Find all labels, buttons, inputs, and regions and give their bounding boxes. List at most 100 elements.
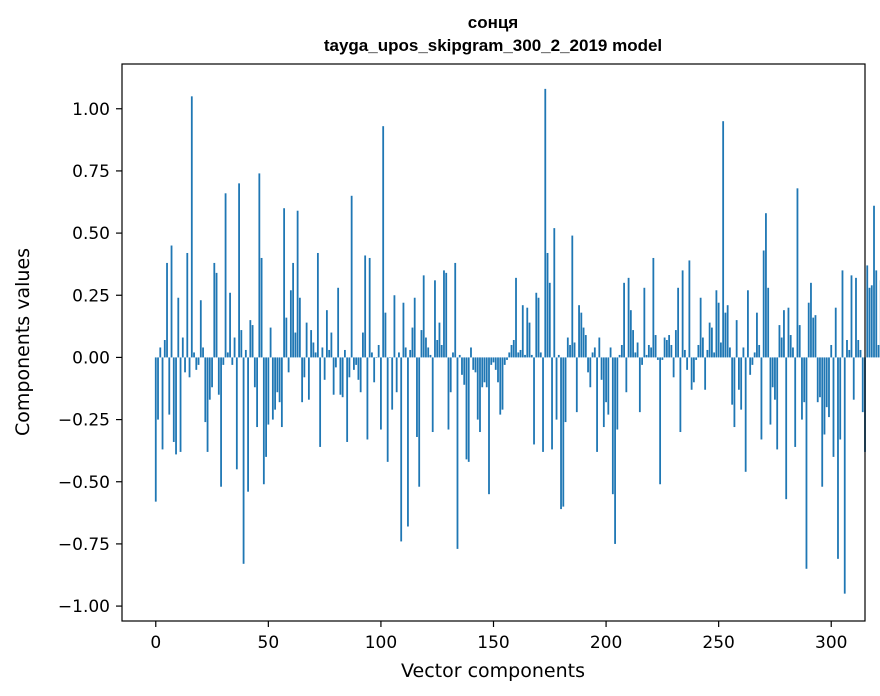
bar-16 xyxy=(190,96,193,358)
bar-177 xyxy=(553,228,556,358)
bar-107 xyxy=(395,357,398,393)
bar-189 xyxy=(580,312,583,358)
bar-313 xyxy=(859,349,862,358)
bar-183 xyxy=(566,337,569,358)
bar-286 xyxy=(798,325,801,358)
bar-28 xyxy=(217,357,220,395)
bar-278 xyxy=(780,337,783,358)
bar-65 xyxy=(301,357,304,403)
bar-50 xyxy=(267,357,270,425)
bar-115 xyxy=(413,297,416,358)
bar-166 xyxy=(528,322,531,358)
bar-224 xyxy=(659,357,662,485)
bar-240 xyxy=(695,357,698,360)
bar-210 xyxy=(627,277,630,358)
bar-187 xyxy=(575,357,578,413)
bar-178 xyxy=(555,357,558,420)
bar-241 xyxy=(697,344,700,358)
bar-38 xyxy=(240,330,243,358)
bar-307 xyxy=(846,340,848,358)
bar-118 xyxy=(420,330,423,358)
bar-23 xyxy=(206,357,209,452)
bar-64 xyxy=(298,297,301,358)
bar-105 xyxy=(391,357,394,410)
bar-201 xyxy=(607,357,610,415)
bar-232 xyxy=(677,287,680,358)
bar-135 xyxy=(458,354,461,358)
bar-85 xyxy=(346,357,349,442)
bar-316 xyxy=(866,265,869,358)
bar-163 xyxy=(521,305,524,358)
bar-164 xyxy=(524,354,526,358)
bar-225 xyxy=(661,357,664,360)
bar-35 xyxy=(233,337,236,358)
bar-211 xyxy=(629,310,632,358)
bar-94 xyxy=(366,357,369,440)
bar-220 xyxy=(650,347,653,358)
bar-209 xyxy=(625,357,628,393)
bar-169 xyxy=(535,292,538,358)
bar-130 xyxy=(447,357,450,430)
bar-52 xyxy=(271,357,274,420)
bar-91 xyxy=(359,357,362,393)
bar-61 xyxy=(292,262,295,358)
bar-245 xyxy=(706,349,709,358)
bar-248 xyxy=(713,352,716,358)
y-axis-ticks: −1.00 −0.75 −0.50 −0.25 0.00 0.25 0.50 0.75 1.00 xyxy=(58,100,122,617)
bar-41 xyxy=(247,357,249,492)
bar-111 xyxy=(404,347,407,358)
bar-93 xyxy=(364,255,367,358)
bar-203 xyxy=(611,357,614,495)
bar-34 xyxy=(231,357,234,365)
bar-284 xyxy=(794,357,797,447)
bar-95 xyxy=(368,257,371,358)
bar-142 xyxy=(474,357,477,373)
bar-288 xyxy=(803,357,806,403)
bar-84 xyxy=(344,349,346,358)
x-axis-ticks: 0 50 100 150 200 250 300 xyxy=(150,621,847,653)
y-tick-label: 0.75 xyxy=(72,162,110,182)
bar-251 xyxy=(720,342,722,358)
bar-7 xyxy=(170,245,173,358)
bar-319 xyxy=(873,205,875,358)
bar-195 xyxy=(593,347,596,358)
bar-268 xyxy=(758,344,761,358)
bar-37 xyxy=(238,183,240,358)
bar-262 xyxy=(744,357,747,472)
bar-221 xyxy=(652,257,655,358)
bar-182 xyxy=(564,357,567,423)
bar-57 xyxy=(283,208,286,358)
bar-290 xyxy=(807,302,810,358)
x-tick-label: 200 xyxy=(590,633,622,653)
bar-204 xyxy=(614,357,616,544)
bar-150 xyxy=(492,357,495,363)
bar-141 xyxy=(472,357,475,370)
bar-198 xyxy=(600,357,603,380)
bar-113 xyxy=(409,349,412,358)
bar-281 xyxy=(787,307,790,358)
bar-193 xyxy=(589,357,592,388)
bar-304 xyxy=(839,357,842,440)
bar-32 xyxy=(226,352,229,358)
bar-170 xyxy=(537,297,540,358)
bar-24 xyxy=(208,357,211,400)
bar-86 xyxy=(348,357,351,378)
bar-1 xyxy=(157,357,159,420)
bar-21 xyxy=(202,347,204,358)
bar-174 xyxy=(546,252,549,358)
bar-156 xyxy=(506,357,508,360)
bar-273 xyxy=(769,357,772,425)
bar-127 xyxy=(440,344,443,358)
bar-212 xyxy=(632,330,634,358)
x-axis-label: Vector components xyxy=(401,660,585,682)
bar-172 xyxy=(542,357,544,452)
bar-206 xyxy=(618,354,621,358)
bar-214 xyxy=(636,342,639,358)
bar-236 xyxy=(686,357,689,370)
bar-146 xyxy=(483,357,486,383)
bar-226 xyxy=(663,337,666,358)
bar-56 xyxy=(280,357,283,428)
bar-79 xyxy=(332,357,335,395)
bar-124 xyxy=(434,280,436,358)
bars-group xyxy=(154,88,880,594)
